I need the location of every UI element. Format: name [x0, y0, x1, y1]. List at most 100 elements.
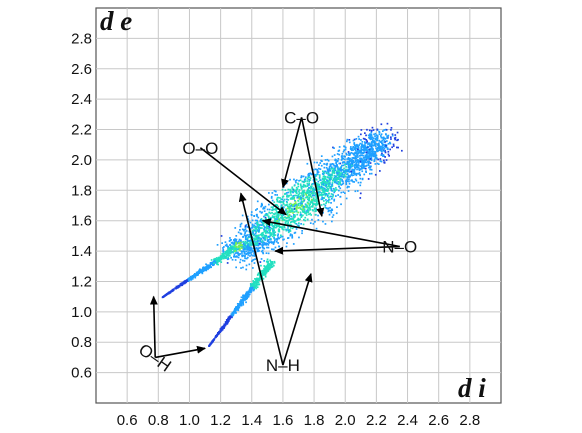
fingerprint-point: [302, 223, 305, 226]
fingerprint-point: [253, 262, 256, 264]
annotation-arrow: [300, 117, 325, 218]
fingerprint-point: [273, 213, 276, 216]
fingerprint-point: [316, 184, 318, 187]
y-tick-labels: 2.82.62.42.22.01.81.61.41.21.00.80.6: [71, 30, 92, 381]
fingerprint-point: [334, 189, 337, 191]
fingerprint-point: [288, 207, 290, 210]
fingerprint-point: [371, 136, 374, 139]
fingerprint-point: [266, 237, 269, 239]
fingerprint-point: [287, 195, 290, 198]
fingerprint-point: [356, 164, 359, 167]
fingerprint-point: [260, 272, 263, 275]
annotation-label: N–H: [266, 356, 300, 375]
fingerprint-point: [340, 184, 343, 186]
fingerprint-point: [363, 164, 365, 167]
fingerprint-point: [193, 273, 196, 276]
fingerprint-point: [272, 232, 274, 235]
fingerprint-point: [326, 162, 329, 165]
fingerprint-point: [340, 175, 343, 178]
fingerprint-point: [235, 238, 238, 241]
fingerprint-point: [211, 262, 213, 264]
fingerprint-point: [367, 151, 370, 153]
fingerprint-point: [209, 343, 212, 346]
fingerprint-point: [220, 258, 223, 260]
fingerprint-point: [287, 211, 290, 214]
fingerprint-point: [305, 192, 308, 194]
fingerprint-point: [265, 227, 268, 230]
fingerprint-point: [321, 180, 324, 183]
fingerprint-point: [306, 162, 309, 165]
fingerprint-point: [246, 242, 249, 245]
fingerprint-point: [221, 252, 224, 255]
fingerprint-point: [267, 246, 270, 249]
y-tick-label: 2.4: [71, 91, 92, 108]
fingerprint-point: [352, 139, 355, 142]
fingerprint-point: [296, 224, 299, 227]
fingerprint-point: [279, 201, 282, 204]
fingerprint-point: [267, 216, 270, 218]
fingerprint-point: [207, 268, 209, 271]
fingerprint-point: [239, 244, 242, 246]
annotation-label: N–O: [382, 238, 417, 257]
fingerprint-point: [308, 196, 311, 199]
fingerprint-point: [360, 148, 363, 150]
fingerprint-point: [266, 226, 268, 229]
fingerprint-point: [258, 283, 261, 286]
fingerprint-point: [243, 294, 245, 297]
fingerprint-point: [293, 205, 296, 208]
fingerprint-point: [270, 241, 273, 243]
fingerprint-point: [354, 156, 357, 158]
fingerprint-point: [233, 248, 236, 250]
fingerprint-point: [358, 168, 361, 170]
fingerprint-point: [343, 155, 346, 158]
fingerprint-point: [316, 161, 318, 164]
fingerprint-point: [301, 175, 303, 178]
fingerprint-point: [258, 234, 260, 237]
x-tick-label: 2.8: [459, 412, 480, 429]
fingerprint-point: [324, 223, 327, 225]
fingerprint-point: [279, 236, 282, 239]
fingerprint-point: [249, 221, 252, 224]
fingerprint-point: [335, 161, 337, 163]
fingerprint-point: [271, 261, 274, 263]
fingerprint-point: [263, 230, 266, 233]
fingerprint-point: [330, 195, 332, 198]
fingerprint-point: [301, 232, 303, 235]
fingerprint-point: [289, 230, 292, 232]
fingerprint-point: [271, 227, 274, 230]
fingerprint-point: [325, 193, 328, 195]
fingerprint-point: [290, 224, 293, 226]
fingerprint-point: [352, 152, 354, 155]
fingerprint-point: [375, 147, 377, 150]
fingerprint-point: [215, 258, 218, 261]
fingerprint-point: [256, 247, 259, 250]
fingerprint-point: [367, 178, 370, 180]
fingerprint-point: [323, 189, 326, 192]
fingerprint-point: [246, 252, 248, 255]
fingerprint-point: [244, 257, 246, 260]
fingerprint-point: [291, 236, 294, 239]
fingerprint-point: [260, 237, 263, 240]
fingerprint-point: [235, 246, 238, 248]
fingerprint-point: [264, 214, 267, 216]
fingerprint-point: [251, 233, 254, 236]
fingerprint-point: [230, 242, 233, 244]
fingerprint-point: [328, 185, 331, 188]
fingerprint-point: [299, 195, 302, 197]
fingerprint-point: [259, 240, 262, 243]
fingerprint-point: [267, 215, 270, 217]
fingerprint-point: [250, 247, 253, 250]
fingerprint-point: [338, 181, 340, 184]
fingerprint-point: [251, 229, 254, 232]
fingerprint-point: [283, 224, 286, 227]
fingerprint-point: [308, 174, 310, 177]
fingerprint-point: [268, 208, 271, 211]
fingerprint-point: [229, 239, 232, 242]
fingerprint-point: [396, 131, 399, 134]
fingerprint-point: [251, 249, 254, 252]
fingerprint-point: [213, 262, 215, 264]
fingerprint-point: [235, 250, 238, 252]
fingerprint-point: [355, 174, 358, 177]
fingerprint-point: [341, 178, 343, 181]
